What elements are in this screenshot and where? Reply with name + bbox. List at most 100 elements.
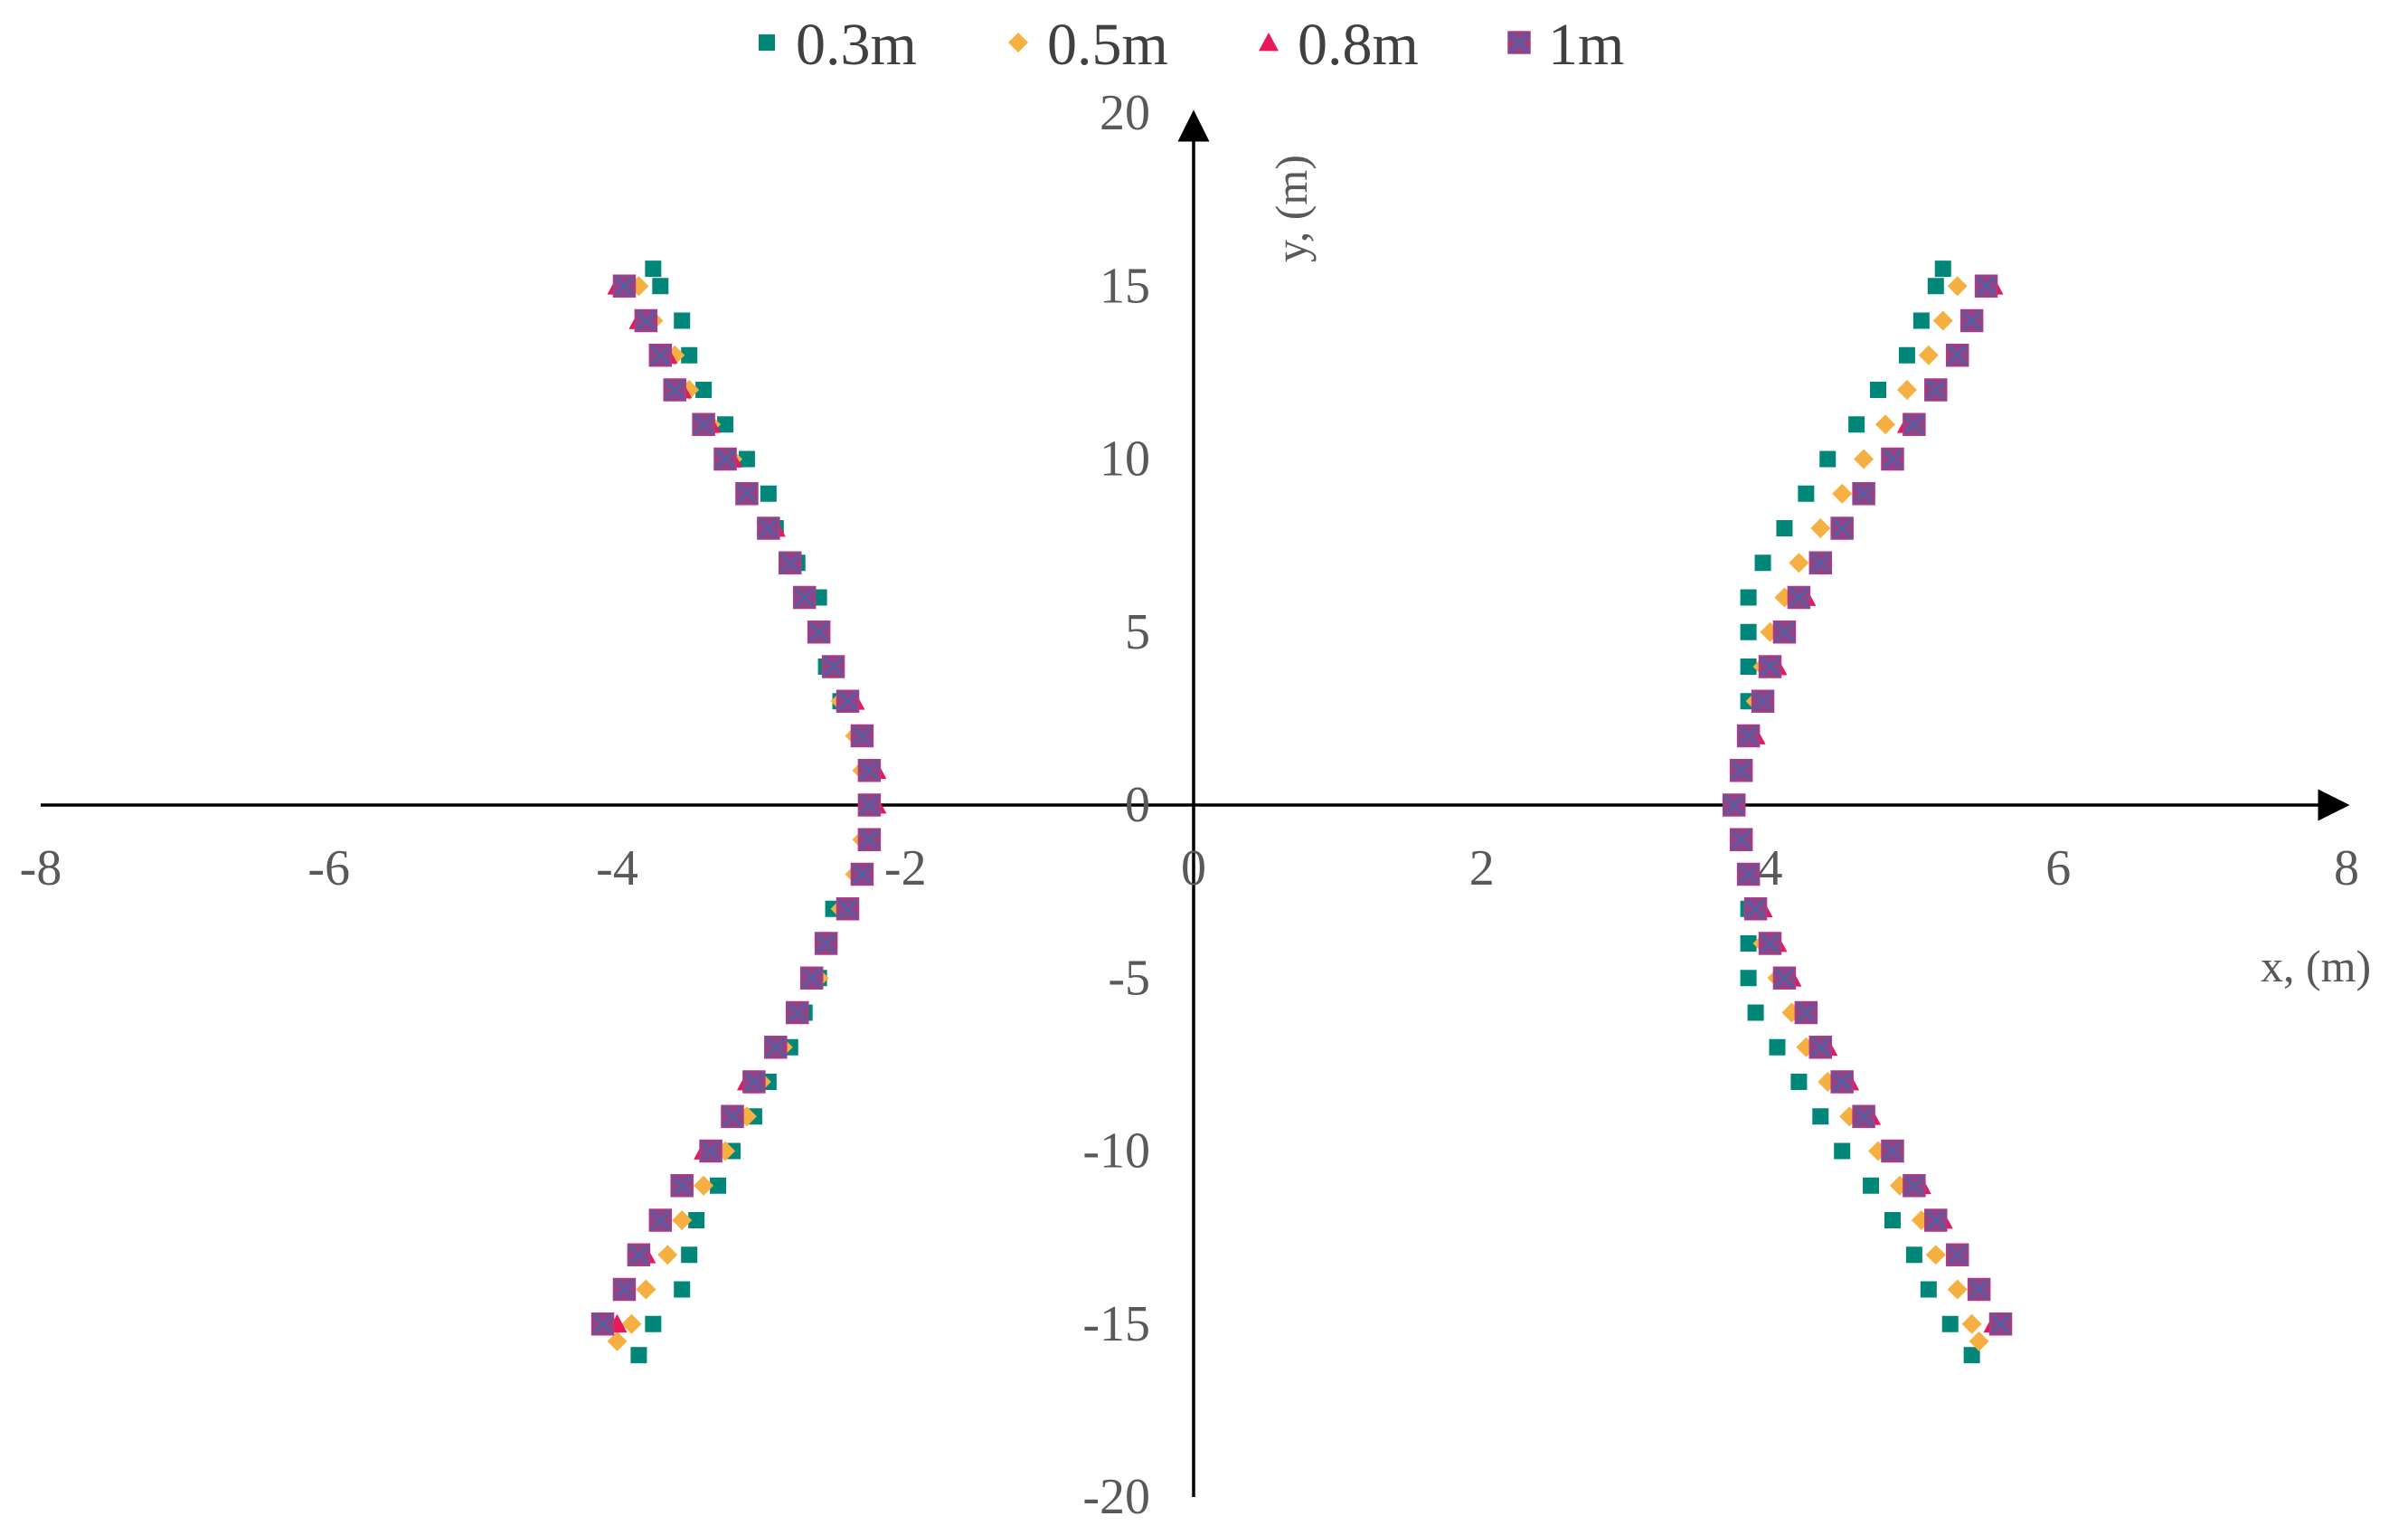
data-point (1736, 724, 1761, 748)
legend-marker (1259, 33, 1279, 52)
data-point (1974, 274, 1998, 298)
data-point (1740, 589, 1757, 606)
data-point (792, 585, 817, 610)
data-point (1830, 516, 1854, 540)
data-point (1912, 312, 1930, 329)
legend-label: 0.3m (796, 12, 917, 78)
data-point (1903, 1174, 1926, 1198)
data-point (1743, 897, 1768, 921)
data-point (1830, 1070, 1854, 1094)
data-point (1945, 344, 1969, 367)
x-tick-label: 8 (2334, 840, 2359, 896)
data-point (630, 1347, 647, 1364)
legend-item: 0.5m (1008, 12, 1168, 78)
data-point (1758, 655, 1782, 678)
data-point (1925, 1245, 1946, 1265)
data-point (663, 378, 686, 402)
data-point (742, 1070, 766, 1094)
data-point (710, 1177, 727, 1194)
data-point (1924, 1208, 1948, 1232)
data-point (857, 759, 882, 782)
data-point (672, 1210, 693, 1230)
legend-marker (1507, 31, 1531, 54)
data-point (1790, 1074, 1808, 1090)
data-point (735, 482, 759, 506)
series-1m (590, 274, 2013, 1336)
data-point (627, 1243, 651, 1266)
data-point (1729, 828, 1753, 851)
data-point (1789, 553, 1809, 573)
y-tick-label: 0 (1125, 777, 1150, 833)
legend-item: 0.8m (1259, 12, 1419, 78)
data-point (648, 1208, 673, 1232)
data-point (717, 416, 734, 433)
y-tick-label: -5 (1108, 950, 1150, 1006)
data-point (688, 1212, 705, 1228)
y-axis-label: y, (m) (1266, 155, 1317, 262)
data-point (1852, 1104, 1875, 1128)
data-point (1988, 1312, 2013, 1336)
data-point (799, 966, 824, 990)
data-point (1905, 1246, 1922, 1264)
data-point (1920, 1281, 1937, 1298)
data-point (1927, 278, 1944, 295)
data-point (1848, 416, 1865, 433)
data-point (692, 412, 715, 436)
data-point (681, 1246, 698, 1264)
y-tick-label: 5 (1125, 604, 1150, 660)
data-point (648, 344, 673, 367)
data-point (1740, 623, 1757, 640)
data-point (621, 1313, 642, 1334)
data-point (1967, 1277, 1991, 1302)
legend: 0.3m 0.5m 0.8m 1m (759, 12, 1624, 78)
data-point (612, 1277, 637, 1302)
data-point (1754, 554, 1771, 572)
data-point (1751, 689, 1775, 713)
data-point (612, 274, 637, 298)
data-point (670, 1174, 694, 1198)
data-point (1881, 447, 1904, 471)
data-point (760, 485, 777, 502)
data-point (1819, 450, 1837, 468)
data-point (1787, 585, 1811, 610)
data-point (821, 655, 845, 678)
legend-item: 1m (1507, 12, 1624, 78)
x-tick-label: 0 (1181, 840, 1206, 896)
data-point (634, 308, 658, 333)
x-tick-label: -8 (20, 840, 62, 896)
data-point (1776, 520, 1793, 536)
data-point (1794, 1000, 1818, 1025)
data-point (1963, 1347, 1980, 1364)
data-point (836, 897, 860, 921)
data-point (1941, 1315, 1959, 1332)
data-point (1736, 862, 1761, 886)
data-point (1758, 932, 1782, 955)
y-tick-label: 20 (1100, 85, 1150, 141)
data-point (1812, 1108, 1829, 1125)
data-point (1934, 261, 1951, 278)
data-point (590, 1312, 615, 1336)
data-point (807, 621, 831, 644)
data-point (836, 689, 860, 713)
data-point (857, 793, 882, 817)
x-tick-label: -2 (884, 840, 927, 896)
y-tick-label: 10 (1100, 431, 1150, 488)
data-point (1798, 485, 1815, 502)
data-point (674, 1281, 691, 1298)
data-point (1722, 793, 1746, 817)
data-point (1747, 1004, 1764, 1021)
data-point (1896, 380, 1917, 400)
y-tick-label: -10 (1082, 1123, 1150, 1180)
x-tick-label: 4 (1758, 840, 1783, 896)
data-point (645, 261, 662, 278)
x-tick-label: 6 (2045, 840, 2071, 896)
data-point (652, 278, 669, 295)
data-point (850, 862, 874, 886)
data-point (1870, 382, 1887, 398)
data-point (850, 724, 874, 748)
data-point (1898, 346, 1915, 364)
data-point (738, 450, 755, 468)
data-point (674, 312, 691, 329)
